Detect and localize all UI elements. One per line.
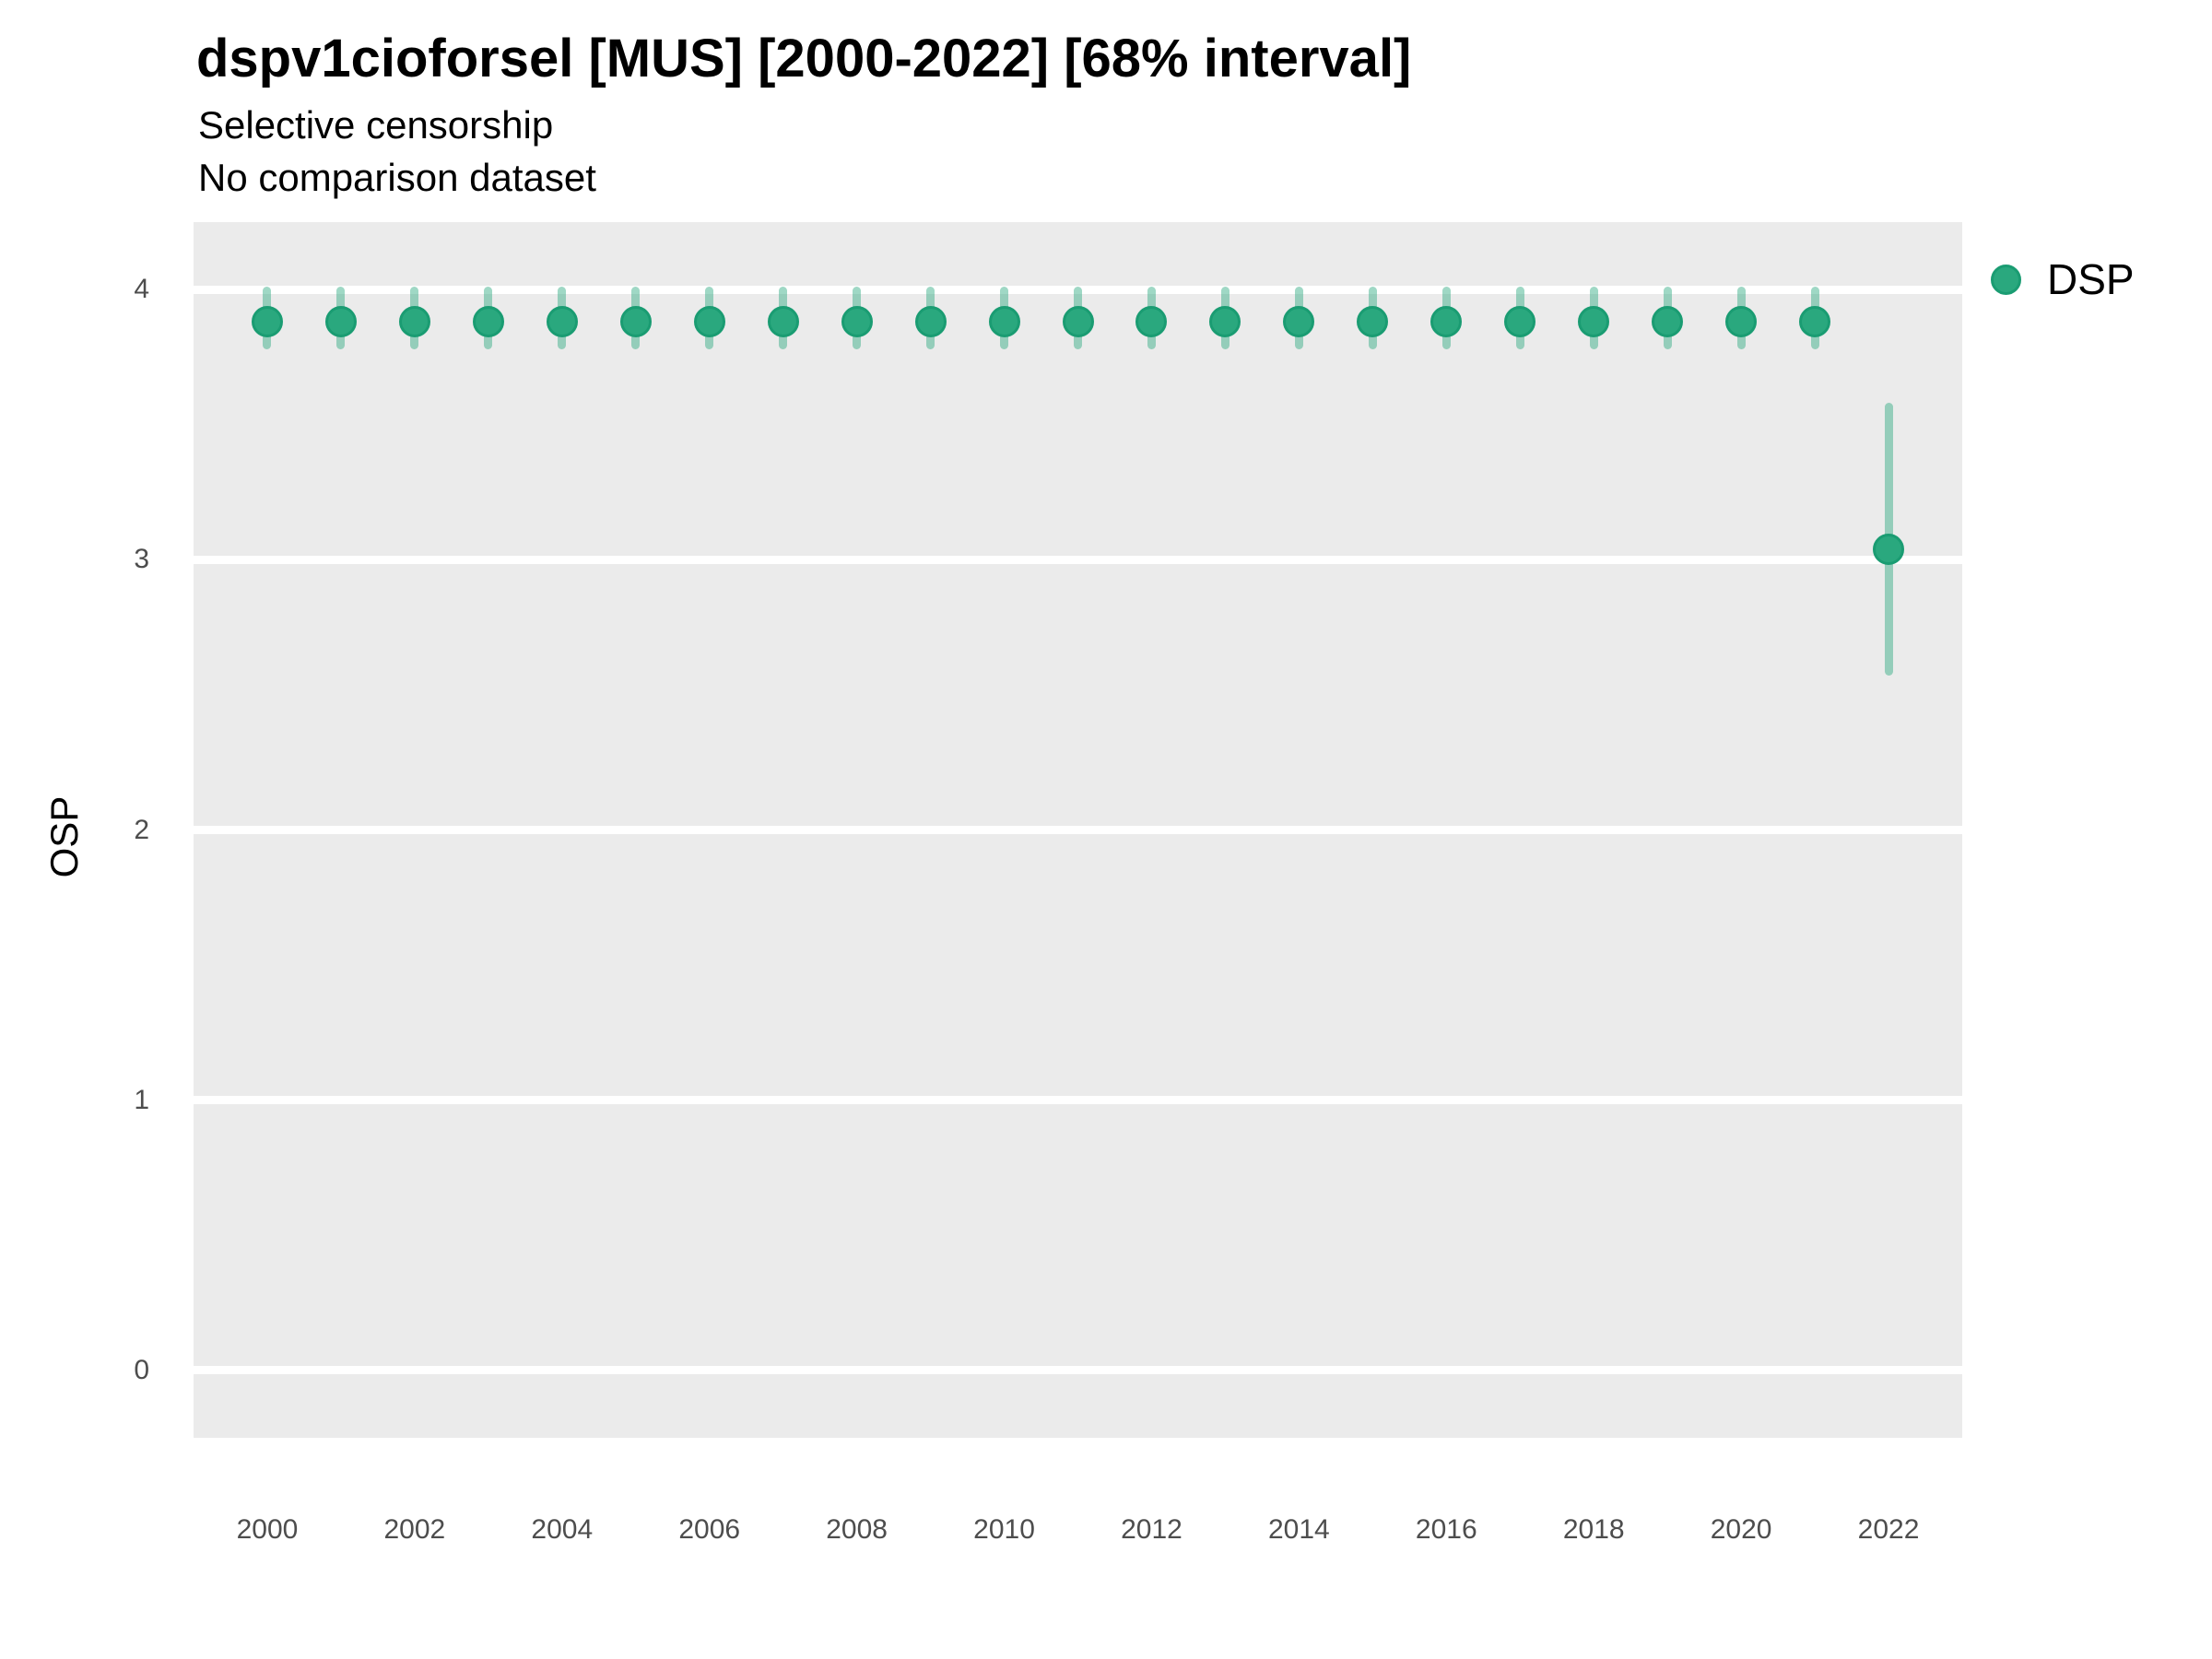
point-circle-2009 (914, 306, 947, 338)
gridline-y-4 (194, 285, 1962, 294)
point-circle-2016 (1430, 306, 1463, 338)
point-circle-2002 (398, 306, 430, 338)
point-circle-2012 (1135, 306, 1168, 338)
plot-panel (194, 222, 1962, 1438)
gridline-y-1 (194, 1096, 1962, 1105)
y-tick-label-2: 2 (134, 814, 149, 845)
x-tick-label-2010: 2010 (973, 1514, 1035, 1545)
point-circle-2011 (1062, 306, 1094, 338)
y-tick-label-0: 0 (134, 1354, 149, 1385)
legend-point-icon (1991, 264, 2021, 295)
x-tick-label-2020: 2020 (1710, 1514, 1772, 1545)
point-circle-2007 (767, 306, 799, 338)
gridline-y-3 (194, 555, 1962, 564)
point-circle-2019 (1652, 306, 1684, 338)
point-circle-2017 (1504, 306, 1536, 338)
legend-label: DSP (2047, 255, 2135, 303)
y-tick-label-3: 3 (134, 544, 149, 575)
point-circle-2005 (619, 306, 652, 338)
x-tick-label-2016: 2016 (1415, 1514, 1477, 1545)
x-tick-label-2004: 2004 (531, 1514, 594, 1545)
x-tick-label-2008: 2008 (826, 1514, 888, 1545)
chart-title: dspv1cioforsel [MUS] [2000-2022] [68% in… (196, 29, 1412, 88)
point-circle-2001 (324, 306, 357, 338)
x-tick-label-2014: 2014 (1268, 1514, 1330, 1545)
x-tick-label-2022: 2022 (1857, 1514, 1920, 1545)
x-tick-label-2002: 2002 (383, 1514, 446, 1545)
point-circle-2015 (1357, 306, 1389, 338)
chart-subtitle-line1: Selective censorship (198, 103, 554, 147)
y-tick-label-4: 4 (134, 274, 149, 305)
point-circle-2004 (546, 306, 578, 338)
y-tick-label-1: 1 (134, 1084, 149, 1115)
x-tick-label-2018: 2018 (1562, 1514, 1625, 1545)
point-circle-2008 (841, 306, 873, 338)
point-circle-2006 (693, 306, 725, 338)
x-tick-label-2000: 2000 (236, 1514, 299, 1545)
point-circle-2020 (1725, 306, 1758, 338)
point-circle-2022 (1873, 533, 1905, 565)
x-tick-label-2012: 2012 (1121, 1514, 1182, 1545)
point-circle-2014 (1283, 306, 1315, 338)
chart-subtitle-line2: No comparison dataset (198, 156, 596, 199)
point-circle-2018 (1578, 306, 1610, 338)
gridline-y-2 (194, 826, 1962, 834)
x-tick-label-2006: 2006 (678, 1514, 741, 1545)
gridline-y-0 (194, 1366, 1962, 1375)
point-circle-2021 (1799, 306, 1831, 338)
point-circle-2003 (472, 306, 504, 338)
legend: DSP (1991, 254, 2135, 304)
point-circle-2000 (251, 306, 283, 338)
point-circle-2010 (988, 306, 1020, 338)
point-circle-2013 (1209, 306, 1241, 338)
